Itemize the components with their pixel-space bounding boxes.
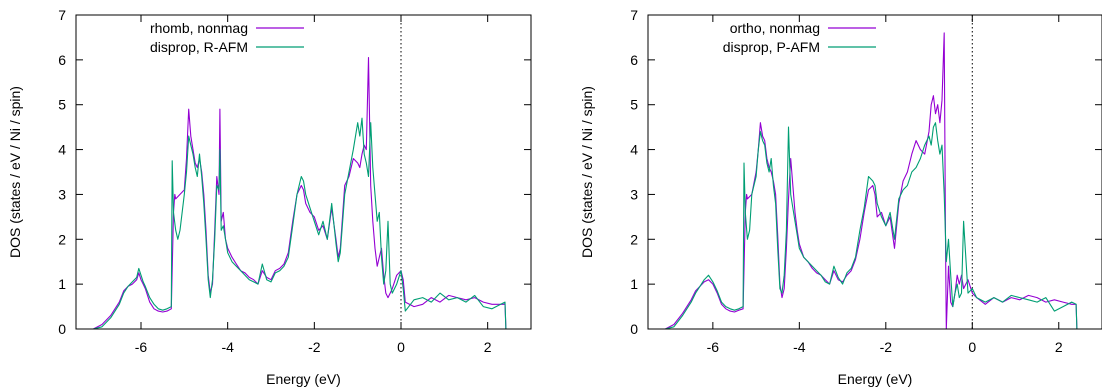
plot-frame	[647, 14, 1102, 330]
legend-label: disprop, R-AFM	[150, 39, 248, 55]
series-line-1	[93, 57, 507, 329]
y-tick-label: 5	[630, 97, 638, 113]
series-line-2	[93, 117, 507, 329]
x-tick-label: 2	[484, 339, 492, 355]
legend-label: disprop, P-AFM	[723, 39, 820, 55]
y-tick-label: 7	[58, 7, 66, 23]
y-tick-label: 2	[630, 231, 638, 247]
y-tick-label: 3	[58, 186, 66, 202]
x-tick-label: -2	[308, 339, 321, 355]
y-tick-label: 0	[58, 321, 66, 337]
x-tick-label: -4	[221, 339, 234, 355]
x-axis-label: Energy (eV)	[838, 371, 913, 387]
x-tick-label: 2	[1055, 339, 1063, 355]
legend-label: ortho, nonmag	[730, 20, 820, 36]
y-tick-label: 6	[58, 52, 66, 68]
y-tick-label: 6	[630, 52, 638, 68]
y-axis-label: DOS (states / eV / Ni / spin)	[579, 86, 595, 258]
x-tick-label: 0	[968, 339, 976, 355]
x-tick-label: -2	[880, 339, 893, 355]
y-tick-label: 3	[630, 186, 638, 202]
dos-chart-ortho: 0 1 2 3 4 5 6 7 -6 -4 -2 0 2 Energy (eV) DOS (states /…	[579, 7, 1102, 387]
legend: ortho, nonmag disprop, P-AFM	[723, 20, 876, 55]
series-line-2	[665, 122, 1078, 329]
legend: rhomb, nonmag disprop, R-AFM	[150, 20, 304, 55]
y-tick-label: 1	[58, 276, 66, 292]
y-tick-label: 5	[58, 97, 66, 113]
series-line-1	[665, 32, 1078, 329]
y-axis-label: DOS (states / eV / Ni / spin)	[7, 86, 23, 258]
y-tick-label: 4	[630, 142, 638, 158]
y-tick-label: 7	[630, 7, 638, 23]
y-tick-label: 1	[630, 276, 638, 292]
x-axis-label: Energy (eV)	[266, 371, 341, 387]
y-tick-label: 2	[58, 231, 66, 247]
x-tick-label: -6	[707, 339, 720, 355]
x-tick-label: -4	[793, 339, 806, 355]
legend-label: rhomb, nonmag	[150, 20, 248, 36]
dos-chart-rhomb: 0 1 2 3 4 5 6 7 -6 -4 -2 0 2 Energy (eV) DOS (states /…	[7, 7, 532, 387]
x-tick-label: -6	[135, 339, 148, 355]
plot-frame	[75, 14, 532, 330]
y-tick-label: 0	[630, 321, 638, 337]
y-tick-label: 4	[58, 142, 66, 158]
x-tick-label: 0	[397, 339, 405, 355]
